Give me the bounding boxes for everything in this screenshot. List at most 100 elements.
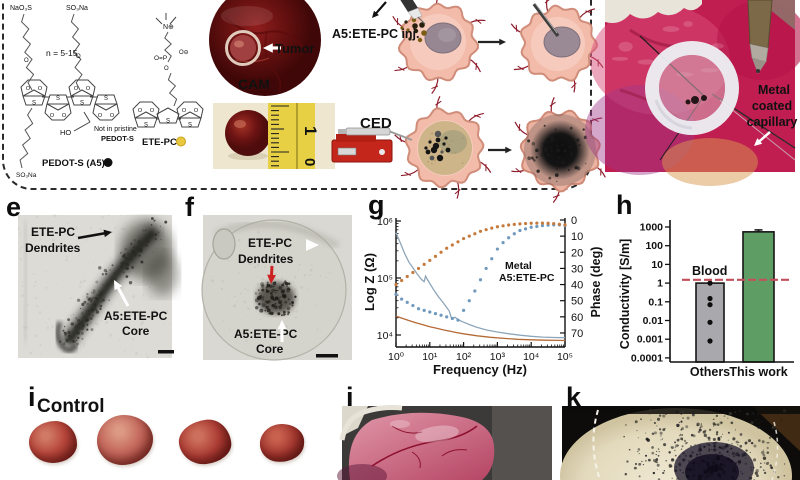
series-point bbox=[433, 254, 438, 258]
series-point bbox=[473, 289, 477, 293]
dendrite-speckle bbox=[728, 412, 733, 416]
sulfonate-label: SO₃Na bbox=[16, 172, 37, 179]
ced-particles bbox=[425, 149, 431, 155]
injection-pointer-arrow-icon bbox=[372, 10, 379, 18]
dendrite-speckle bbox=[712, 437, 716, 442]
dendrite-speckle bbox=[698, 428, 702, 432]
dendrite-speckle bbox=[680, 420, 683, 423]
series-point bbox=[450, 243, 454, 247]
svg-text:O: O bbox=[138, 108, 143, 114]
series-point bbox=[456, 240, 460, 244]
series-point bbox=[518, 228, 522, 233]
dendrite-speckle bbox=[665, 413, 667, 415]
panel-j-cam-photo bbox=[337, 405, 552, 480]
cam-label: CAM bbox=[238, 76, 270, 92]
scale-bar bbox=[316, 354, 338, 358]
ced-particles bbox=[440, 150, 444, 154]
others-data-point bbox=[707, 319, 713, 325]
annotation: PEDOT-S bbox=[101, 134, 134, 143]
core-arrow-icon bbox=[277, 320, 287, 330]
ced-particles bbox=[442, 142, 446, 146]
core-label: Core bbox=[256, 342, 284, 356]
hydroxyl-label: HO bbox=[60, 128, 71, 137]
others-data-point bbox=[707, 280, 713, 286]
edge-arrowhead-icon bbox=[306, 239, 319, 251]
svg-text:S: S bbox=[104, 96, 108, 102]
series-point bbox=[428, 258, 432, 262]
y-axis-tick: 0.001 bbox=[637, 334, 663, 346]
dendrite-speckle bbox=[681, 434, 684, 436]
syringe-icon bbox=[400, 0, 418, 12]
dendrite-speckle bbox=[674, 449, 676, 452]
series-point bbox=[400, 297, 404, 301]
series-point bbox=[552, 221, 556, 226]
series-point bbox=[518, 222, 522, 226]
dendrite-speckle bbox=[690, 445, 692, 447]
y-axis-tick: 1 bbox=[657, 278, 663, 290]
y2-axis-tick: 40 bbox=[571, 280, 583, 292]
dendrite-speckle bbox=[668, 451, 671, 454]
panel-letter-k: k bbox=[566, 382, 582, 412]
dendrites-arrow-icon bbox=[77, 231, 108, 240]
dendrite-speckle bbox=[656, 463, 660, 467]
dendrite-speckle bbox=[783, 475, 786, 477]
svg-text:O: O bbox=[62, 113, 67, 119]
dendrite-speckle bbox=[734, 429, 737, 431]
dendrite-speckle bbox=[625, 424, 627, 426]
dendrite-speckle bbox=[762, 456, 767, 461]
dendrite-speckle bbox=[638, 462, 642, 466]
dendrite-speckle bbox=[681, 427, 684, 431]
svg-text:O: O bbox=[38, 86, 43, 92]
dendrite-speckle bbox=[650, 419, 652, 421]
dendrite-speckle bbox=[731, 442, 733, 445]
category-label: Others bbox=[690, 365, 730, 379]
dendrite-speckle bbox=[664, 427, 666, 430]
y2-axis-tick: 60 bbox=[571, 312, 583, 324]
capillary-pointer-arrow-icon bbox=[754, 138, 763, 146]
panel-letter-j: j bbox=[346, 382, 354, 412]
series-point bbox=[507, 236, 511, 240]
series-point bbox=[405, 300, 409, 304]
svg-text:O: O bbox=[182, 108, 187, 114]
series-point bbox=[512, 222, 516, 226]
panel-letter-h: h bbox=[616, 190, 633, 220]
dendrite-speckle bbox=[761, 450, 765, 455]
dendrite-speckle bbox=[686, 416, 690, 420]
dendrite-speckle bbox=[713, 425, 715, 427]
dendrite-speckle bbox=[766, 446, 769, 450]
dendrite-speckle bbox=[624, 473, 627, 476]
dendrite-speckle bbox=[648, 413, 651, 415]
series-point bbox=[495, 247, 499, 251]
dendrite-speckle bbox=[727, 417, 729, 419]
dendrite-speckle bbox=[747, 439, 752, 443]
series-point bbox=[462, 308, 466, 312]
dendrite-speckle bbox=[682, 417, 684, 419]
dendrite-speckle bbox=[659, 431, 663, 435]
injected-particles bbox=[411, 17, 417, 23]
dashed-outline bbox=[592, 409, 601, 480]
dendrite-speckle bbox=[691, 413, 695, 417]
core-label: A5:ETE-PC bbox=[104, 309, 168, 323]
chemical-structures-panel: S O O S O O S O O S O O S S O O S O O NaO₃S SO₃Na n = 5-15… bbox=[10, 5, 204, 179]
dendrite-speckle bbox=[716, 423, 720, 426]
dendrite-speckle bbox=[656, 468, 658, 470]
atom-label: O bbox=[164, 66, 169, 72]
dendrite-speckle bbox=[638, 453, 640, 455]
dendrite-speckle bbox=[737, 444, 739, 446]
series-point bbox=[439, 313, 443, 317]
dendrite-speckle bbox=[659, 428, 662, 431]
dendrite-speckle bbox=[658, 414, 662, 417]
x-axis-tick: 10⁰ bbox=[388, 351, 405, 363]
dendrite-speckle bbox=[681, 410, 684, 414]
dendrite-speckle bbox=[681, 445, 684, 448]
ced-particles bbox=[434, 130, 442, 138]
ced-particles bbox=[429, 155, 435, 161]
tumor-sample bbox=[29, 421, 77, 463]
dendrite-speckle bbox=[712, 422, 716, 425]
svg-text:S: S bbox=[188, 123, 192, 129]
dendrite-speckle bbox=[750, 420, 754, 424]
dendrite-speckle bbox=[674, 441, 677, 444]
y-axis-tick: 100 bbox=[645, 240, 663, 252]
dendrite-speckle bbox=[746, 412, 749, 416]
panel-letter-f: f bbox=[185, 192, 194, 222]
